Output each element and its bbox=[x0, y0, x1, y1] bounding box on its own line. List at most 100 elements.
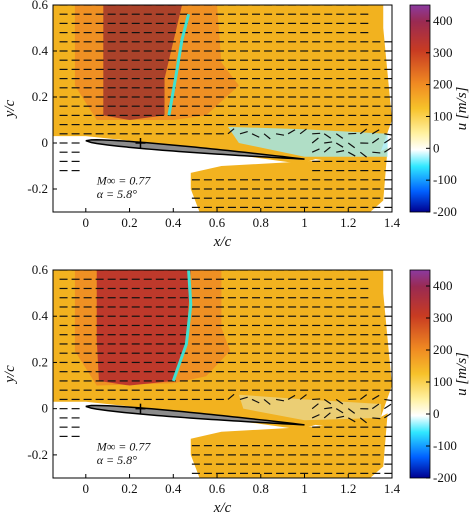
vector-arrow bbox=[384, 138, 392, 144]
vector-arrow bbox=[384, 133, 392, 136]
x-tick-label: 1 bbox=[301, 481, 308, 496]
vector-arrow bbox=[312, 398, 321, 401]
vector-arrow bbox=[263, 133, 271, 140]
x-tick-label: 0.8 bbox=[253, 481, 269, 496]
field-region-supersonic bbox=[96, 270, 191, 386]
x-tick-label: 0 bbox=[83, 481, 90, 496]
vector-arrow bbox=[324, 141, 333, 144]
vector-arrow bbox=[359, 128, 368, 135]
vector-field bbox=[59, 270, 392, 474]
shock-line bbox=[171, 270, 193, 382]
colorbar bbox=[409, 269, 431, 479]
y-tick-label: 0.2 bbox=[32, 89, 48, 104]
vector-arrow bbox=[299, 128, 307, 135]
colorbar-tick-label: 0 bbox=[433, 406, 440, 421]
y-tick-label: 0.4 bbox=[32, 308, 49, 323]
vector-arrow bbox=[263, 398, 271, 405]
x-tick-label: 1.4 bbox=[384, 481, 401, 496]
x-tick-label: 0.2 bbox=[121, 215, 137, 230]
vector-arrow bbox=[347, 408, 356, 414]
x-tick-label: 0.6 bbox=[209, 481, 226, 496]
vector-arrow bbox=[384, 403, 392, 410]
vector-arrow bbox=[311, 403, 319, 410]
alpha-annotation: α = 5.8° bbox=[97, 453, 137, 467]
y-tick-label: 0.2 bbox=[32, 354, 48, 369]
wake-region bbox=[227, 126, 388, 157]
vector-arrow bbox=[336, 150, 345, 153]
colorbar-tick-label: 200 bbox=[433, 77, 453, 92]
shock-line bbox=[167, 13, 191, 116]
x-axis-label: x/c bbox=[213, 234, 232, 250]
vector-arrow bbox=[384, 398, 392, 402]
x-tick-label: 1.2 bbox=[340, 215, 356, 230]
colorbar-tick-label: 100 bbox=[433, 108, 453, 123]
y-tick-label: 0.4 bbox=[32, 43, 49, 58]
vector-arrow bbox=[227, 128, 235, 135]
vector-arrow bbox=[311, 414, 320, 419]
vector-arrow bbox=[323, 146, 331, 153]
y-tick-label: 0 bbox=[42, 135, 49, 150]
vector-arrow bbox=[372, 129, 380, 135]
vector-arrow bbox=[299, 394, 307, 400]
vector-arrow bbox=[287, 394, 296, 400]
colorbar-tick-label: -100 bbox=[433, 438, 457, 453]
vector-arrow bbox=[335, 408, 344, 414]
y-tick-label: 0 bbox=[42, 401, 49, 416]
plot-area bbox=[53, 270, 392, 478]
colorbar-tick-label: -200 bbox=[433, 470, 457, 485]
vector-arrow bbox=[323, 133, 332, 139]
vector-arrow bbox=[371, 137, 380, 144]
vector-arrow bbox=[359, 394, 368, 400]
vector-arrow bbox=[323, 412, 331, 419]
vector-arrow bbox=[359, 417, 367, 424]
vector-arrow bbox=[359, 151, 367, 158]
vector-arrow bbox=[239, 396, 248, 400]
colorbar-tick-label: 0 bbox=[433, 140, 440, 155]
wake-region bbox=[238, 394, 382, 421]
x-tick-label: 0.2 bbox=[121, 481, 137, 496]
field-region-supersonic bbox=[103, 5, 183, 120]
vector-arrow bbox=[384, 413, 392, 419]
colorbar bbox=[409, 4, 431, 213]
alpha-annotation: α = 5.8° bbox=[97, 187, 137, 201]
vector-arrow bbox=[227, 393, 235, 400]
chart-panel-top: 0 0.2 0.4 0.6 0.8 1 1.2 1.4 0.6 0.4 0.2 0 -0.2 x/c y/c… bbox=[2, 0, 470, 250]
colorbar-tick-label: 300 bbox=[433, 310, 453, 325]
x-tick-label: 1 bbox=[301, 215, 308, 230]
colorbar-tick-label: -100 bbox=[433, 172, 457, 187]
x-tick-label: 0 bbox=[83, 215, 90, 230]
mach-annotation: M∞ = 0.77 bbox=[96, 439, 152, 453]
vector-arrow bbox=[335, 142, 344, 148]
vector-arrow bbox=[312, 132, 321, 135]
x-tick-label: 0.8 bbox=[253, 215, 269, 230]
colorbar-label: u [m/s] bbox=[454, 352, 470, 396]
y-axis-label: y/c bbox=[2, 365, 18, 385]
axes-frame bbox=[52, 4, 393, 213]
axes-frame bbox=[52, 269, 393, 479]
vector-arrow bbox=[371, 403, 380, 410]
vector-arrow bbox=[275, 398, 285, 402]
x-tick-label: 1.2 bbox=[340, 481, 356, 496]
x-tick-label: 0.4 bbox=[165, 481, 182, 496]
colorbar-tick-label: 200 bbox=[433, 342, 453, 357]
x-tick-label: 1.4 bbox=[384, 215, 401, 230]
vector-arrow bbox=[372, 394, 380, 400]
vector-arrow bbox=[335, 398, 344, 405]
vector-arrow bbox=[311, 148, 320, 153]
vector-arrow bbox=[347, 417, 356, 423]
colorbar-label: u [m/s] bbox=[454, 86, 470, 130]
vector-arrow bbox=[324, 407, 333, 410]
y-tick-label: 0.6 bbox=[32, 0, 49, 12]
y-tick-label: 0.6 bbox=[32, 262, 49, 277]
vector-arrow bbox=[251, 133, 260, 138]
colorbar-tick-label: -200 bbox=[433, 204, 457, 219]
x-tick-label: 0.4 bbox=[165, 215, 182, 230]
vector-arrow bbox=[336, 415, 345, 419]
vector-arrow bbox=[239, 131, 248, 135]
vector-arrow bbox=[323, 398, 332, 405]
vector-arrow bbox=[372, 151, 381, 154]
colorbar-tick-label: 300 bbox=[433, 45, 453, 60]
colorbar-tick-label: 400 bbox=[433, 278, 453, 293]
x-axis-label: x/c bbox=[213, 500, 232, 516]
